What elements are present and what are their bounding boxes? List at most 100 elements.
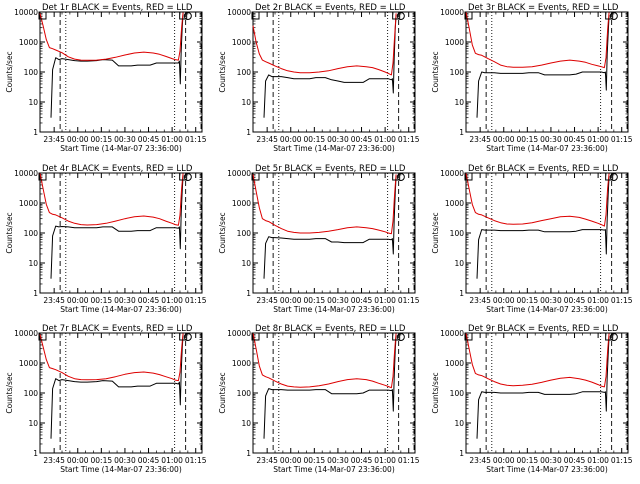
x-tick-label: 01:15 [398,456,420,465]
x-tick-label: 00:00 [280,135,302,144]
y-tick-label: 1000 [19,199,38,208]
end-marker-square [179,172,188,181]
start-marker-square [251,172,260,181]
x-tick-label: 00:00 [67,456,89,465]
x-tick-label: 01:00 [587,296,609,305]
y-tick-label: 1000 [445,359,464,368]
x-tick-label: 01:15 [398,296,420,305]
x-tick-label: 00:15 [517,296,539,305]
end-marker-circle [609,173,618,181]
plot-panel-2: Det 2r BLACK = Events, RED = LLD 1 10 100 10… [218,3,420,153]
x-tick-label: 01:15 [185,296,207,305]
y-tick-label: 1 [33,289,38,298]
end-marker-square [605,172,614,181]
x-tick-label: 00:30 [327,135,349,144]
start-marker-square [251,11,260,20]
x-tick-label: 00:15 [517,135,539,144]
y-tick-label: 100 [450,389,465,398]
plot-frame [465,172,629,294]
plot-frame [39,11,203,133]
y-axis-label: Counts/sec [5,212,14,253]
x-tick-label: 00:00 [67,296,89,305]
x-tick-label: 01:00 [587,135,609,144]
x-tick-label: 01:15 [611,296,633,305]
series-line-lld [252,174,397,235]
plot-frame [39,172,203,294]
y-tick-label: 1000 [19,38,38,47]
series-line-events [50,175,184,279]
series-line-events [50,13,184,118]
y-axis-label: Counts/sec [431,51,440,92]
y-tick-label: 100 [450,68,465,77]
x-axis-label: Start Time (14-Mar-07 23:36:00) [486,144,608,153]
start-marker-square [464,332,473,341]
x-axis-label: Start Time (14-Mar-07 23:36:00) [273,305,395,314]
series-line-events [476,175,610,279]
plot-panel-5: Det 5r BLACK = Events, RED = LLD 1 10 100 10… [218,164,420,314]
end-marker-square [392,11,401,20]
x-tick-label: 01:00 [161,296,183,305]
end-marker-square [392,172,401,181]
x-tick-label: 00:15 [91,456,113,465]
x-tick-label: 00:00 [67,135,89,144]
end-marker-circle [183,12,192,20]
x-tick-label: 00:15 [517,456,539,465]
y-axis-label: Counts/sec [218,51,227,92]
y-axis-label: Counts/sec [431,372,440,413]
y-tick-label: 100 [237,389,252,398]
plot-frame [465,332,629,454]
plot-panel-4: Det 4r BLACK = Events, RED = LLD 1 10 100 10… [5,164,207,314]
x-tick-label: 00:15 [304,296,326,305]
series-line-lld [39,332,184,382]
x-tick-label: 23:45 [469,296,491,305]
start-marker-square [464,172,473,181]
y-tick-label: 10000 [227,329,251,338]
y-tick-label: 10000 [440,169,464,178]
y-tick-label: 10000 [14,8,38,17]
plot-title: Det 3r BLACK = Events, RED = LLD [468,3,619,13]
plot-frame [252,11,416,133]
x-axis-label: Start Time (14-Mar-07 23:36:00) [486,305,608,314]
series-line-lld [252,13,397,76]
x-tick-label: 01:00 [587,456,609,465]
x-tick-label: 01:15 [185,456,207,465]
x-axis-label: Start Time (14-Mar-07 23:36:00) [273,144,395,153]
plot-panel-7: Det 7r BLACK = Events, RED = LLD 1 10 100 10… [5,324,207,474]
y-tick-label: 1 [246,289,251,298]
plot-frame [39,332,203,454]
end-marker-circle [183,173,192,181]
end-marker-circle [183,333,192,341]
series-line-events [476,14,610,118]
start-marker-square [38,172,47,181]
x-axis-label: Start Time (14-Mar-07 23:36:00) [273,465,395,474]
y-tick-label: 100 [237,68,252,77]
series-line-events [476,335,610,439]
plot-title: Det 8r BLACK = Events, RED = LLD [255,324,406,334]
end-marker-square [179,332,188,341]
y-tick-label: 1 [459,289,464,298]
x-tick-label: 00:15 [91,135,113,144]
plot-panel-9: Det 9r BLACK = Events, RED = LLD 1 10 100 10… [431,324,633,474]
x-tick-label: 00:00 [493,456,515,465]
x-tick-label: 00:00 [280,296,302,305]
x-tick-label: 00:45 [564,296,586,305]
y-axis-label: Counts/sec [431,212,440,253]
y-tick-label: 10000 [227,169,251,178]
x-tick-label: 01:00 [374,456,396,465]
y-axis-label: Counts/sec [5,372,14,413]
y-tick-label: 10 [454,419,464,428]
series-line-lld [465,172,610,227]
series-line-events [263,14,397,118]
x-tick-label: 01:15 [185,135,207,144]
end-marker-square [605,11,614,20]
y-tick-label: 100 [24,389,39,398]
x-axis-label: Start Time (14-Mar-07 23:36:00) [60,465,182,474]
x-tick-label: 01:00 [161,135,183,144]
plot-panel-6: Det 6r BLACK = Events, RED = LLD 1 10 100 10… [431,164,633,314]
y-tick-label: 1 [246,128,251,137]
plot-title: Det 2r BLACK = Events, RED = LLD [255,3,406,13]
x-tick-label: 23:45 [469,456,491,465]
x-tick-label: 23:45 [43,135,65,144]
start-marker-square [38,332,47,341]
plot-title: Det 4r BLACK = Events, RED = LLD [42,164,193,174]
